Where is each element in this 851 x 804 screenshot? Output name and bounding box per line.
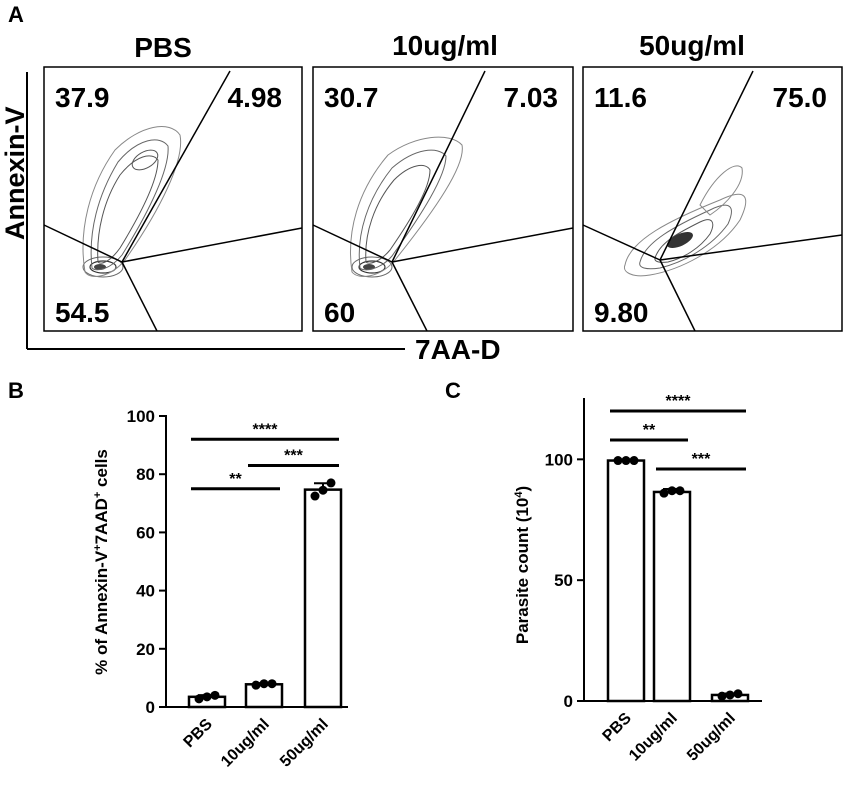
chart-c-y-tick-label: 100 [545,450,573,469]
chart-c-y-tick-label: 50 [554,571,573,590]
chart-b-ylabel-sup1: + [92,544,104,550]
chart-b-data-point [326,478,336,488]
chart-b-y-tick-label: 100 [127,407,155,426]
chart-c-ylabel-main: Parasite count (10 [513,498,532,644]
panel-letter-b: B [8,378,24,403]
chart-b-significance-label: *** [284,447,303,464]
chart-c-category-label: PBS [600,710,636,746]
chart-c-data-point [659,488,669,498]
chart-b-significance-label: ** [229,471,242,488]
chart-c-significance-label: ** [643,422,656,439]
quadrant-lower-left: 9.80 [594,297,649,328]
chart-c-data-point [733,689,743,699]
chart-c-bar [652,490,692,703]
chart-c-category-label: 50ug/ml [684,710,739,765]
chart-b-data-point [259,679,269,689]
flow-title-10ug: 10ug/ml [392,30,498,61]
chart-c-significance-label: *** [692,451,711,468]
flow-panel-10ug: 30.7 7.03 60 [312,66,574,332]
quadrant-lower-left: 54.5 [55,297,110,328]
chart-c-data-point [629,456,639,466]
quadrant-lower-left: 60 [324,297,355,328]
flow-contour-plot [350,136,463,278]
chart-c-bar [606,459,646,703]
panel-letter-c: C [445,378,461,403]
chart-c-y-tick-label: 0 [564,692,573,711]
quadrant-upper-left: 37.9 [55,82,110,113]
chart-c-y-axis-label: Parasite count (104) [513,486,532,644]
chart-c-ylabel-end: ) [513,486,532,492]
flow-y-axis-label: Annexin-V [0,106,30,240]
chart-b-data-point [210,690,220,700]
flow-frame [43,66,303,332]
quadrant-upper-right: 4.98 [228,82,283,113]
chart-b-data-point [267,679,277,689]
chart-b-data-point [251,680,261,690]
chart-b-ylabel-end: cells [92,449,111,492]
chart-b-y-tick-label: 40 [136,582,155,601]
chart-b-significance-label: **** [253,421,279,438]
chart-c-data-point [621,456,631,466]
chart-b-y-tick-label: 80 [136,465,155,484]
chart-c-data-point [667,486,677,496]
chart-b-y-tick-label: 0 [146,698,155,717]
chart-c-ylabel-sup: 4 [513,491,525,498]
chart-b-bar [303,488,343,709]
flow-panel-pbs: 37.9 4.98 54.5 [43,66,303,332]
chart-b-y-tick-label: 20 [136,640,155,659]
quadrant-upper-left: 11.6 [594,82,647,113]
panel-letter-a: A [8,2,24,27]
chart-b-ylabel-mid: 7AAD [92,498,111,544]
chart-b-category-label: PBS [181,716,217,752]
chart-b-ylabel-sup2: + [92,492,104,498]
flow-frame [312,66,574,332]
chart-b-category-label: 10ug/ml [218,716,273,771]
flow-contour-plot [623,165,747,277]
chart-c-category-label: 10ug/ml [626,710,681,765]
chart-b-category-label: 50ug/ml [277,716,332,771]
flow-x-axis-label: 7AA-D [415,334,501,365]
chart-b-data-point [194,694,204,704]
flow-panel-50ug: 11.6 75.0 9.80 [582,66,843,332]
quadrant-upper-right: 75.0 [773,82,828,113]
chart-b-data-point [318,485,328,495]
chart-b-ylabel-main: % of Annexin-V [92,550,111,675]
chart-c-data-point [613,456,623,466]
chart-c-data-point [725,690,735,700]
chart-c-data-point [675,486,685,496]
chart-c-significance-label: **** [666,393,692,410]
chart-b-y-axis-label: % of Annexin-V+7AAD+ cells [92,449,111,675]
flow-title-50ug: 50ug/ml [639,30,745,61]
chart-c-data-point [717,691,727,701]
flow-contour-plot [82,126,182,278]
chart-b-data-point [310,491,320,501]
quadrant-upper-right: 7.03 [504,82,559,113]
flow-frame [582,66,843,332]
chart-b-data-point [202,692,212,702]
quadrant-upper-left: 30.7 [324,82,379,113]
flow-title-pbs: PBS [134,32,192,63]
chart-b-y-tick-label: 60 [136,523,155,542]
